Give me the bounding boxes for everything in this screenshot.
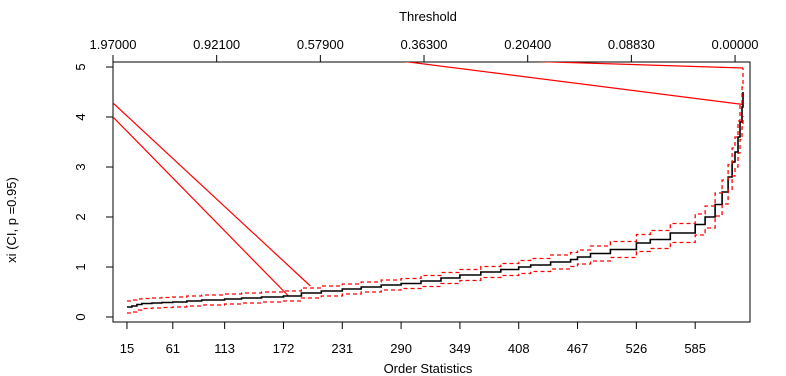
y-tick-label-4: 4 xyxy=(73,113,88,120)
reference-line-0 xyxy=(113,102,311,287)
y-axis-title: xi (CI, p =0.95) xyxy=(4,177,19,263)
series-ci-lower xyxy=(127,116,744,314)
y-tick-label-1: 1 xyxy=(73,263,88,270)
reference-line-2 xyxy=(533,62,744,69)
x-tick-label-2: 113 xyxy=(214,341,235,356)
x-tick-label-5: 290 xyxy=(390,341,412,356)
y-tick-label-0: 0 xyxy=(73,313,88,320)
series-estimate xyxy=(127,92,744,308)
x-tick-label-1: 61 xyxy=(166,341,180,356)
top-axis: 1.97000 0.92100 0.57900 0.36300 0.20400 0.088… xyxy=(90,37,759,62)
y-tick-label-3: 3 xyxy=(73,163,88,170)
y-tick-label-5: 5 xyxy=(73,63,88,70)
x-axis-title: Order Statistics xyxy=(384,361,473,376)
top-tick-label-4: 0.20400 xyxy=(504,37,551,52)
x-tick-label-8: 467 xyxy=(567,341,589,356)
series-ci-upper xyxy=(127,68,744,302)
reference-line-1 xyxy=(113,116,289,297)
top-tick-label-6: 0.00000 xyxy=(712,37,759,52)
x-tick-label-6: 349 xyxy=(449,341,471,356)
x-tick-label-9: 526 xyxy=(626,341,648,356)
y-axis: 0 1 2 3 4 5 xyxy=(73,63,113,321)
top-tick-label-5: 0.08830 xyxy=(608,37,655,52)
top-tick-label-2: 0.57900 xyxy=(297,37,344,52)
top-tick-label-1: 0.92100 xyxy=(193,37,240,52)
plot-frame xyxy=(112,61,751,323)
y-tick-label-2: 2 xyxy=(73,213,88,220)
reference-line-3 xyxy=(403,62,744,106)
x-tick-label-0: 15 xyxy=(120,341,134,356)
top-tick-label-3: 0.36300 xyxy=(401,37,448,52)
x-tick-label-10: 585 xyxy=(684,341,706,356)
x-tick-label-3: 172 xyxy=(273,341,295,356)
x-tick-label-4: 231 xyxy=(331,341,353,356)
data-series xyxy=(127,68,744,314)
x-axis: 15 61 113 172 231 290 349 408 467 526 585 xyxy=(120,322,706,356)
top-axis-title: Threshold xyxy=(399,9,457,24)
top-tick-label-0: 1.97000 xyxy=(90,37,137,52)
reference-lines xyxy=(113,62,744,297)
x-tick-label-7: 408 xyxy=(508,341,530,356)
